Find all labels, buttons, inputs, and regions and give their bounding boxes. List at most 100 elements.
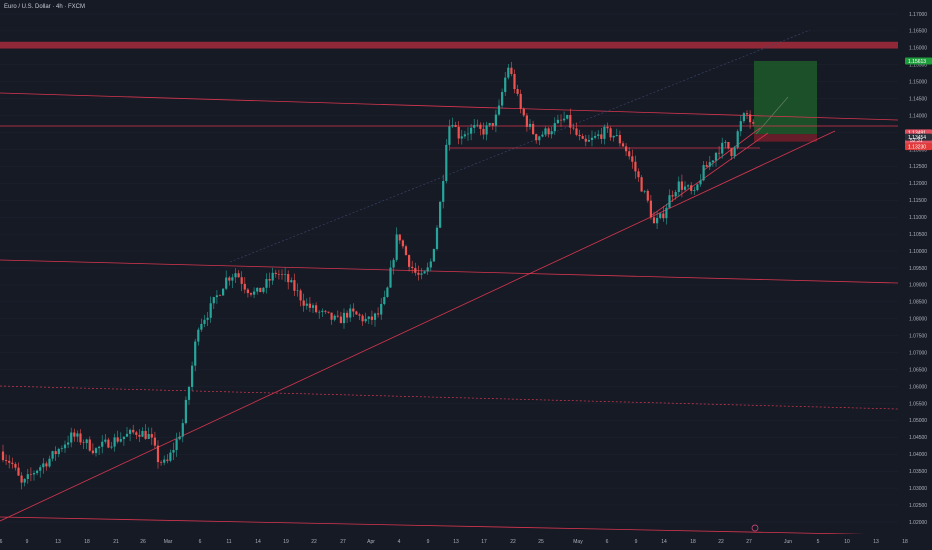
time-tick-label: 18	[84, 539, 90, 545]
candle-body	[656, 217, 659, 224]
candle-body	[594, 135, 597, 138]
candle-layer	[1, 61, 755, 490]
candle-body	[101, 441, 104, 447]
candle-body	[646, 190, 649, 201]
candle-body	[590, 137, 594, 141]
time-tick-label: 13	[55, 539, 61, 545]
candle-body	[637, 171, 640, 178]
candle-body	[253, 291, 256, 295]
candle-body	[249, 293, 253, 295]
candle-body	[228, 277, 231, 281]
price-tick-label: 1.13000	[909, 147, 927, 153]
candle-body	[466, 133, 470, 135]
candle-body	[299, 290, 302, 301]
time-tick-label: Apr	[367, 539, 375, 545]
candle-body	[445, 144, 448, 182]
candle-body	[401, 240, 404, 247]
candle-body	[513, 74, 516, 90]
time-tick-label: 13	[873, 539, 879, 545]
time-tick-label: 9	[26, 539, 29, 545]
position-diagonal	[755, 96, 789, 135]
candle-body	[476, 124, 479, 126]
candle-body	[178, 436, 181, 440]
descending-lower-line	[0, 516, 899, 536]
time-tick-label: 13	[453, 539, 459, 545]
candle-body	[690, 185, 693, 191]
candle-body	[711, 160, 714, 163]
candle-body	[519, 93, 522, 109]
candle-body	[612, 135, 615, 138]
candle-body	[302, 300, 305, 306]
candle-body	[528, 123, 532, 127]
candle-body	[321, 310, 324, 312]
candle-body	[268, 279, 271, 281]
symbol-title: Euro / U.S. Dollar · 4h · FXCM	[4, 4, 86, 10]
candle-body	[327, 311, 330, 313]
candle-body	[333, 315, 336, 320]
candle-body	[104, 439, 107, 442]
candle-body	[125, 433, 129, 437]
price-tick-label: 1.11500	[909, 198, 927, 204]
candle-body	[460, 136, 463, 139]
candle-body	[448, 126, 451, 145]
time-tick-label: 9	[427, 539, 430, 545]
price-tick-label: 1.04000	[909, 452, 927, 458]
price-tick-label: 1.15000	[909, 80, 927, 86]
candle-body	[504, 77, 507, 93]
candle-body	[280, 274, 284, 275]
candle-body	[98, 446, 101, 449]
time-tick-label: 9	[635, 539, 638, 545]
candle-body	[73, 432, 76, 437]
price-tick-label: 1.16000	[909, 46, 927, 52]
candle-body	[457, 126, 460, 139]
candle-body	[63, 444, 67, 449]
candle-body	[417, 272, 420, 275]
target-price-tag-label: 1.15613	[908, 59, 926, 65]
candle-body	[119, 439, 122, 442]
candle-body	[494, 114, 497, 126]
candle-body	[144, 430, 147, 439]
candle-body	[60, 448, 63, 449]
price-tick-label: 1.11000	[909, 215, 927, 221]
candle-body	[547, 128, 550, 135]
trendline-layer	[0, 29, 899, 536]
price-tick-label: 1.10000	[909, 249, 927, 255]
candle-body	[745, 113, 749, 115]
price-tick-label: 1.05000	[909, 418, 927, 424]
candle-body	[234, 273, 237, 278]
candle-body	[389, 267, 392, 288]
candle-body	[23, 478, 26, 483]
candle-body	[482, 128, 485, 135]
descending-upper-line	[0, 92, 899, 121]
candle-body	[222, 288, 225, 296]
candle-body	[739, 121, 742, 132]
candle-body	[324, 310, 327, 312]
candle-body	[29, 474, 32, 475]
candle-body	[237, 273, 240, 278]
candle-body	[147, 434, 150, 439]
candle-body	[584, 138, 587, 142]
candle-body	[668, 195, 671, 208]
candle-body	[160, 462, 163, 463]
candle-body	[346, 312, 349, 318]
candle-body	[575, 128, 578, 135]
candle-body	[649, 200, 652, 218]
candle-body	[79, 433, 82, 443]
candle-body	[330, 312, 333, 320]
zone-layer	[0, 41, 898, 142]
candle-body	[256, 287, 259, 292]
candle-body	[153, 437, 156, 446]
candle-body	[181, 423, 184, 437]
price-tick-label: 1.12000	[909, 181, 927, 187]
candle-body	[606, 126, 609, 129]
candle-body	[85, 439, 88, 444]
candle-body	[687, 185, 690, 187]
candle-body	[705, 165, 708, 167]
candle-body	[287, 274, 290, 283]
candle-body	[240, 277, 243, 284]
resistance-zone	[0, 41, 898, 49]
price-tick-label: 1.02000	[909, 520, 927, 526]
price-tick-label: 1.17000	[909, 12, 927, 18]
event-marker-icon	[751, 524, 759, 532]
